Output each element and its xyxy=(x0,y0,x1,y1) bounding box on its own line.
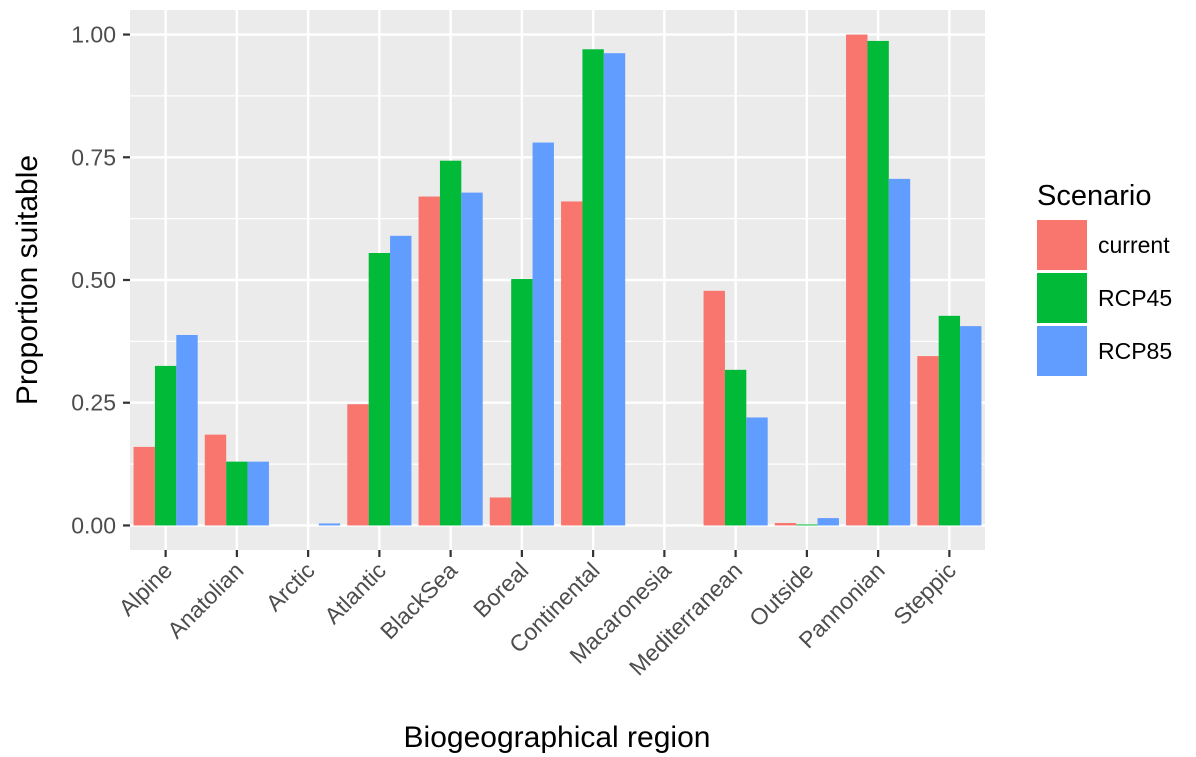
x-tick-label: BlackSea xyxy=(375,557,462,644)
bar-RCP85-Boreal xyxy=(532,142,554,526)
bar-RCP85-Anatolian xyxy=(247,461,269,526)
y-axis: 0.00 0.25 0.50 0.75 1.00 xyxy=(71,22,130,538)
x-axis-title: Biogeographical region xyxy=(404,721,711,754)
legend-key-RCP45 xyxy=(1037,273,1087,323)
bar-current-Anatolian xyxy=(204,434,227,526)
bar-current-Boreal xyxy=(489,497,512,526)
x-tick-label: Arctic xyxy=(261,557,320,616)
x-tick-label: Anatolian xyxy=(162,557,248,643)
y-tick-label: 0.25 xyxy=(71,390,116,416)
bar-RCP45-Boreal xyxy=(511,279,533,526)
bar-current-Continental xyxy=(561,201,583,526)
x-tick-label: Steppic xyxy=(888,557,961,630)
legend-label-current: current xyxy=(1098,232,1170,258)
bar-RCP45-Anatolian xyxy=(226,461,248,526)
bar-current-Pannonian xyxy=(846,34,868,526)
bar-current-Alpine xyxy=(133,446,155,526)
bar-RCP85-Continental xyxy=(603,53,626,526)
bar-RCP45-Mediterranean xyxy=(724,369,747,526)
bar-RCP45-Steppic xyxy=(938,315,961,526)
bar-RCP85-Steppic xyxy=(960,326,982,526)
y-tick-label: 0.50 xyxy=(71,267,116,293)
minor-gridlines xyxy=(130,95,985,465)
bar-current-Mediterranean xyxy=(703,290,725,526)
bar-RCP45-Outside xyxy=(796,524,818,526)
y-tick-label: 0.00 xyxy=(71,512,116,538)
x-tick-label: Alpine xyxy=(114,557,178,621)
bars xyxy=(133,34,982,526)
bar-current-Steppic xyxy=(917,356,939,526)
legend-key-RCP85 xyxy=(1037,326,1087,376)
y-tick-label: 0.75 xyxy=(71,144,116,170)
legend-label-RCP85: RCP85 xyxy=(1098,338,1172,364)
x-tick-label: Boreal xyxy=(468,557,533,622)
bar-RCP85-BlackSea xyxy=(461,192,483,526)
bar-current-BlackSea xyxy=(418,196,440,526)
bar-RCP85-Outside xyxy=(817,518,839,526)
legend-label-RCP45: RCP45 xyxy=(1098,285,1172,311)
bar-RCP85-Arctic xyxy=(318,523,341,526)
bar-RCP45-Continental xyxy=(582,49,604,526)
bar-RCP85-Alpine xyxy=(176,334,198,526)
bar-current-Atlantic xyxy=(347,404,369,526)
bar-RCP45-BlackSea xyxy=(439,160,462,526)
bar-RCP85-Mediterranean xyxy=(746,417,768,526)
x-tick-label: Atlantic xyxy=(319,557,391,629)
bar-RCP85-Pannonian xyxy=(888,178,911,526)
bar-RCP45-Alpine xyxy=(154,365,177,526)
bar-RCP45-Pannonian xyxy=(867,40,889,526)
bar-current-Outside xyxy=(774,523,797,526)
y-axis-title: Proportion suitable xyxy=(11,155,44,405)
legend-key-current xyxy=(1037,220,1087,270)
bar-RCP85-Atlantic xyxy=(390,235,412,526)
legend: Scenario current RCP45 RCP85 xyxy=(1037,180,1172,376)
legend-title: Scenario xyxy=(1037,180,1151,212)
bar-RCP45-Atlantic xyxy=(368,253,391,526)
y-tick-label: 1.00 xyxy=(71,22,116,48)
